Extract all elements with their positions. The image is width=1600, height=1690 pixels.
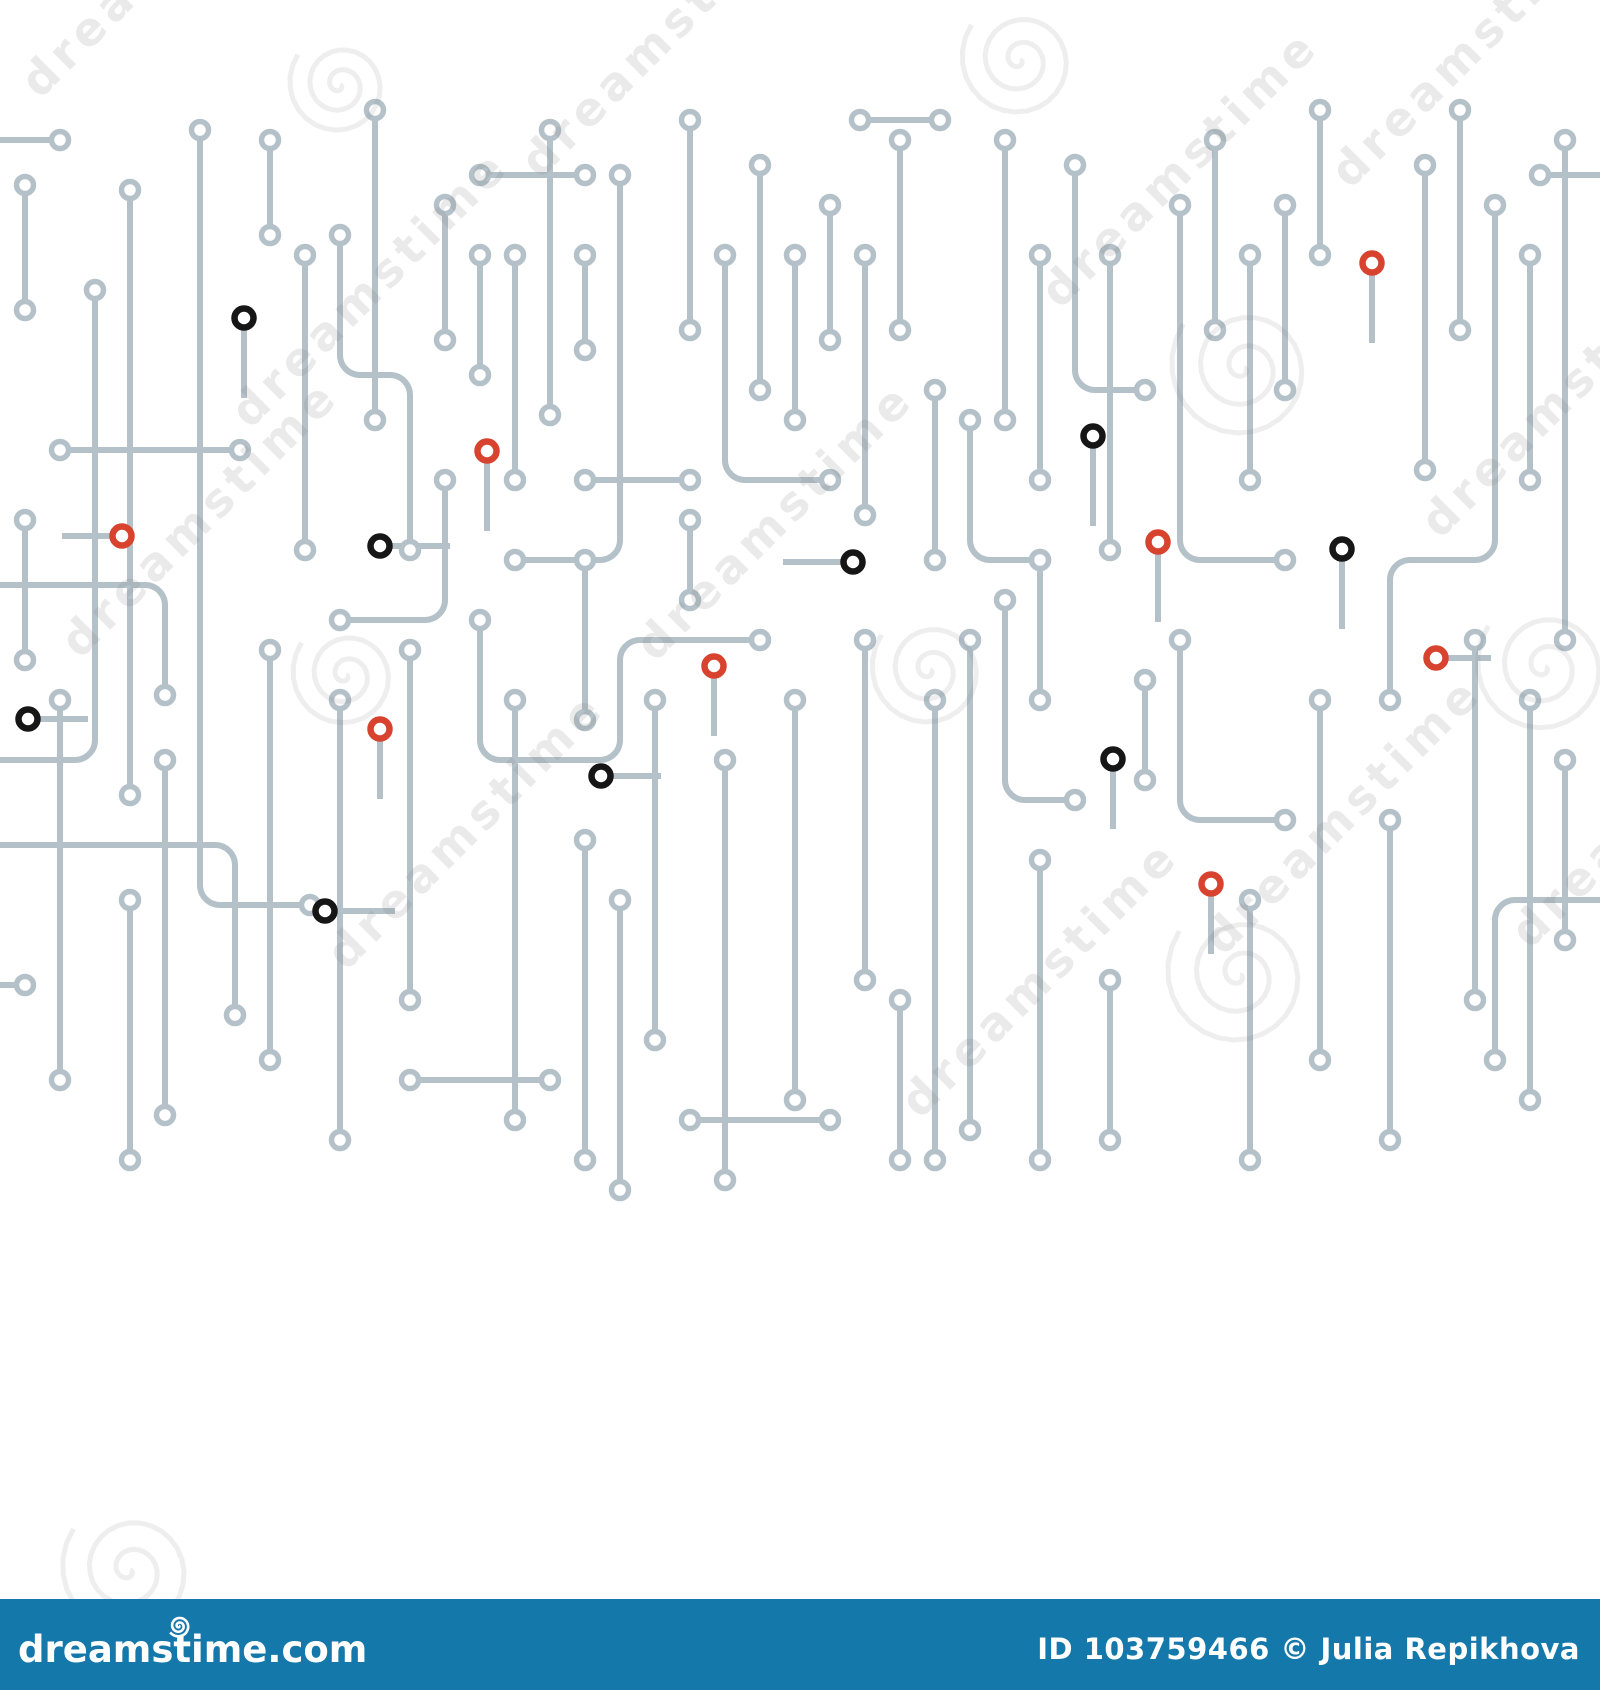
- watermark-footer-bar: dreamstime.com ID 103759466 © Julia Repi…: [0, 1599, 1600, 1690]
- svg-text:dreamstime: dreamstime: [1500, 658, 1600, 958]
- vias-layer: [13, 98, 1577, 1202]
- dreamstime-logo-text: dreamstime.com: [18, 1628, 368, 1671]
- svg-text:dreamstime: dreamstime: [1193, 665, 1493, 965]
- dreamstime-spiral-icon: [169, 1616, 190, 1638]
- svg-text:dreamstime: dreamstime: [10, 0, 310, 108]
- dreamstime-logo: dreamstime.com: [18, 1616, 368, 1671]
- svg-text:dreamstime: dreamstime: [220, 138, 520, 438]
- svg-text:dreamstime: dreamstime: [316, 680, 616, 980]
- image-credit-text: ID 103759466 © Julia Repikhova: [1037, 1632, 1580, 1666]
- accent-vias-layer: [15, 250, 1449, 924]
- svg-text:dreamstime: dreamstime: [1410, 248, 1600, 548]
- svg-text:dreamstime: dreamstime: [625, 371, 925, 671]
- traces-layer: [0, 110, 1600, 1190]
